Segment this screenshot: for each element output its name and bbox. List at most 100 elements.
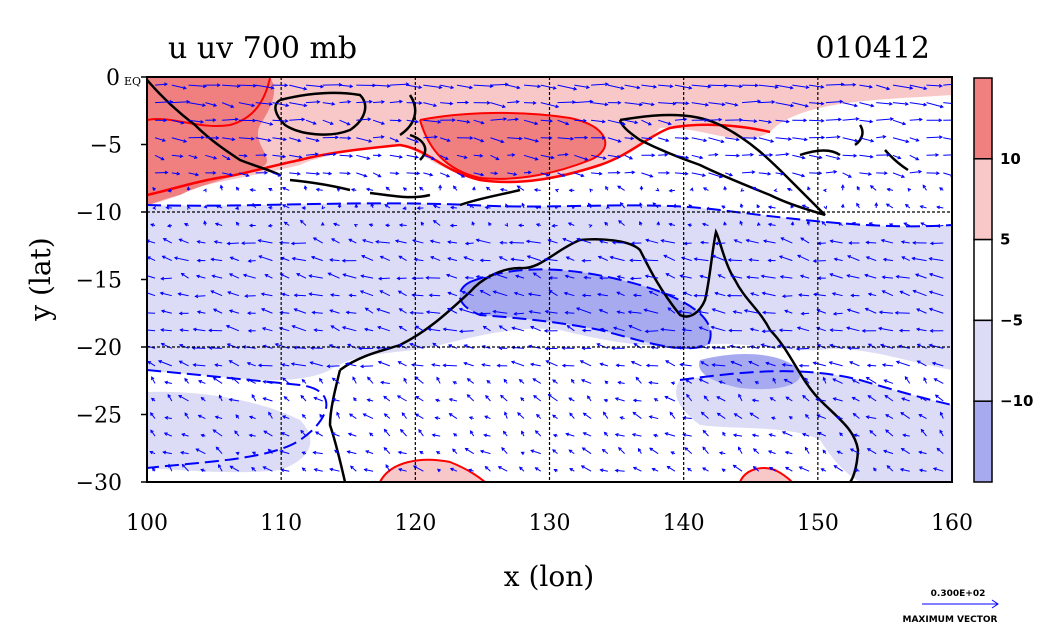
wind-vector-head [836,450,841,455]
wind-vector-head [736,378,741,382]
wind-vector-head [648,380,653,385]
wind-vector [459,330,474,332]
wind-vector-head [329,121,334,125]
wind-vector-head [582,412,587,417]
wind-vector [179,238,189,244]
wind-vector-head [173,256,178,261]
wind-vector-head [277,173,282,177]
wind-vector-head [790,204,794,209]
wind-vector [885,414,894,419]
wind-vector [174,257,189,262]
wind-vector-head [450,205,455,210]
wind-vector [161,277,172,280]
wind-vector [610,256,625,262]
wind-vector-head [738,84,743,89]
wind-vector [763,240,776,244]
wind-vector-head [904,102,909,106]
wind-vector-head [883,379,888,383]
wind-vector [674,172,688,175]
wind-vector-head [244,294,249,298]
wind-vector [617,275,625,279]
wind-vector [158,360,173,367]
wind-vector-head [492,309,497,314]
wind-vector [633,294,642,297]
wind-vector-head [665,360,670,364]
wind-vector-head [303,103,308,108]
wind-vector-head [518,223,523,228]
wind-vector-head [666,171,670,175]
wind-vector-head [711,308,716,312]
wind-vector-head [620,86,625,90]
wind-vector [708,119,722,121]
wind-vector-head [430,256,435,260]
colorbar-swatch [973,319,993,402]
wind-vector-head [670,451,675,455]
wind-vector-head [831,292,836,296]
wind-vector-head [442,327,447,332]
wind-vector-head [270,85,275,90]
wind-vector-head [854,468,859,473]
wind-vector-head [619,416,624,420]
wind-vector [733,464,743,472]
wind-vector-head [363,327,369,332]
wind-vector-head [470,430,474,435]
wind-vector [361,255,374,262]
wind-vector-head [449,223,454,228]
wind-vector-head [868,172,873,176]
wind-vector-head [257,238,262,243]
wind-vector-head [683,117,688,122]
wind-vector-head [534,205,539,210]
wind-vector [238,102,255,107]
wind-vector [749,259,759,262]
wind-vector-head [737,446,742,451]
wind-vector [940,412,944,419]
colorbar-swatch [973,238,993,322]
wind-vector-head [377,276,382,281]
coastlines [147,79,909,482]
wind-vector-head [851,222,856,226]
wind-vector [356,172,367,177]
wind-vector-head [704,102,709,107]
wind-vector [214,241,223,244]
wind-vector [196,275,206,279]
wind-vector [365,307,374,314]
wind-vector [620,202,626,209]
wind-vector-head [319,377,323,382]
wind-vector [834,258,843,262]
wind-vector-head [315,138,320,143]
wind-vector-head [807,186,811,191]
wind-vector [926,102,944,108]
wind-vector [507,172,517,176]
wind-vector [282,377,290,384]
wind-vector-head [823,205,828,210]
wind-vector-head [754,381,759,385]
wind-vector [574,154,588,161]
wind-vector-head [397,290,402,294]
wind-vector [680,275,692,279]
wind-vector-head [629,156,634,160]
wind-vector [294,294,307,297]
wind-vector [150,429,156,437]
wind-vector [197,311,206,314]
wind-vector [750,328,759,332]
wind-vector-head [544,309,549,314]
wind-vector-head [326,364,331,369]
wind-vector [880,344,894,349]
wind-vector-head [463,361,468,366]
wind-vector [251,394,257,402]
wind-vector-head [463,155,468,159]
wind-vector-head [349,154,354,158]
wind-vector [291,363,307,367]
wind-vector-head [365,450,370,454]
wind-vector-head [438,85,443,90]
wind-vector-head [749,327,754,332]
wind-vector-head [929,328,934,333]
wind-vector-head [162,450,167,455]
wind-vector-head [781,431,786,435]
wind-vector [282,187,290,191]
wind-vector-head [212,118,217,122]
wind-vector-head [446,173,451,178]
wind-vector-head [515,274,520,279]
wind-vector-head [916,360,921,364]
wind-vector [918,451,927,455]
